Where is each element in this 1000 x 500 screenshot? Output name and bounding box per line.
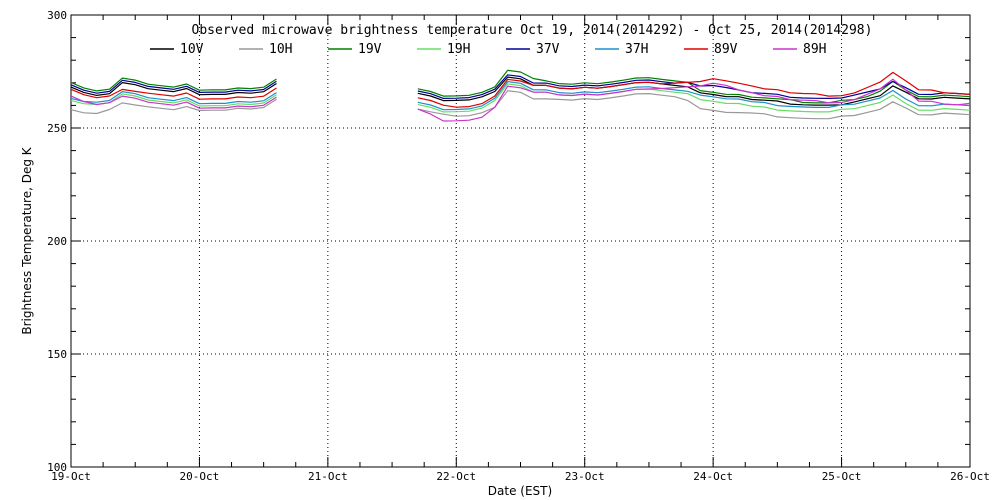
x-tick-label: 22-Oct	[436, 470, 476, 483]
x-tick-label: 23-Oct	[565, 470, 605, 483]
legend-label-10v: 10V	[180, 42, 204, 57]
y-axis-label: Brightness Temperature, Deg K	[20, 146, 34, 334]
x-axis-label: Date (EST)	[488, 484, 552, 498]
x-tick-labels: 19-Oct 20-Oct 21-Oct 22-Oct 23-Oct 24-Oct 25-O…	[51, 470, 990, 483]
legend-label-89h: 89H	[803, 42, 826, 57]
x-tick-label: 19-Oct	[51, 470, 91, 483]
x-tick-label: 24-Oct	[693, 470, 733, 483]
legend-label-89v: 89V	[714, 42, 738, 57]
legend-label-37h: 37H	[625, 42, 648, 57]
chart-title: Observed microwave brightness temperatur…	[192, 23, 873, 38]
x-tick-label: 21-Oct	[308, 470, 348, 483]
y-tick-label: 300	[47, 9, 67, 22]
series-line-89v	[70, 71, 971, 108]
legend-label-19h: 19H	[447, 42, 470, 57]
series-lines	[70, 69, 971, 122]
series-line-10h	[70, 90, 971, 120]
y-tick-label: 150	[47, 348, 67, 361]
x-tick-label: 26-Oct	[950, 470, 990, 483]
y-tick-label: 250	[47, 122, 67, 135]
y-tick-label: 200	[47, 235, 67, 248]
series-line-89h	[70, 78, 971, 122]
legend-label-37v: 37V	[536, 42, 560, 57]
y-tick-labels: 100 150 200 250 300	[47, 9, 67, 474]
series-line-37h	[70, 81, 971, 111]
x-tick-label: 20-Oct	[180, 470, 220, 483]
x-tick-label: 25-Oct	[822, 470, 862, 483]
series-line-10v	[70, 76, 971, 106]
legend-label-19v: 19V	[358, 42, 382, 57]
legend: 10V 10H 19V 19H 37V 37H 89V 89H	[150, 42, 826, 57]
grid-lines	[71, 15, 970, 467]
legend-label-10h: 10H	[269, 42, 292, 57]
y-tick-label: 100	[47, 461, 67, 474]
